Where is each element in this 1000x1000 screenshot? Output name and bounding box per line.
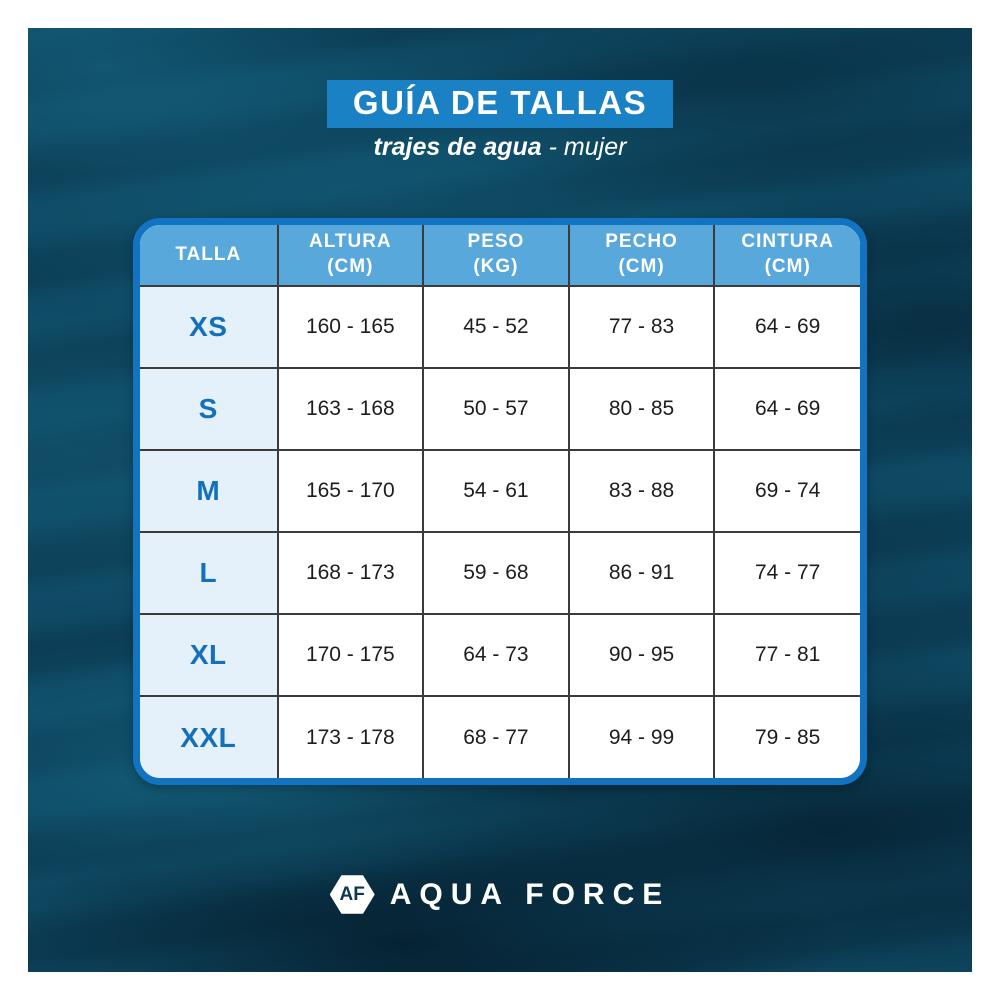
- cell-cintura: 74 - 77: [713, 531, 860, 614]
- header-unit: (CM): [618, 256, 665, 277]
- cell-cintura: 77 - 81: [713, 613, 860, 696]
- cell-peso: 50 - 57: [422, 367, 569, 450]
- cell-peso: 59 - 68: [422, 531, 569, 614]
- size-label: XL: [140, 613, 278, 696]
- cell-pecho: 83 - 88: [567, 449, 715, 532]
- cell-pecho: 86 - 91: [567, 531, 715, 614]
- header-label: TALLA: [175, 243, 242, 265]
- header-label: PECHO: [605, 231, 678, 253]
- cell-peso: 68 - 77: [422, 695, 569, 778]
- logo-monogram: AF: [339, 883, 365, 905]
- cell-altura: 160 - 165: [276, 285, 424, 368]
- header-unit: (KG): [473, 256, 519, 277]
- size-label: M: [140, 449, 278, 532]
- ocean-background: GUÍA DE TALLAS trajes de agua - mujer TA…: [28, 28, 972, 972]
- table-row-s: S 163 - 168 50 - 57 80 - 85 64 - 69: [140, 367, 860, 450]
- column-header-peso: PESO (KG): [422, 225, 569, 286]
- subtitle-gender: - mujer: [548, 133, 627, 161]
- cell-peso: 64 - 73: [422, 613, 569, 696]
- cell-cintura: 64 - 69: [713, 367, 860, 450]
- brand-name: AQUA FORCE: [389, 877, 671, 911]
- title-block: GUÍA DE TALLAS trajes de agua - mujer: [28, 80, 972, 162]
- header-label: ALTURA: [308, 231, 392, 253]
- cell-cintura: 64 - 69: [713, 285, 860, 368]
- column-header-cintura: CINTURA (CM): [713, 225, 860, 286]
- cell-altura: 165 - 170: [276, 449, 424, 532]
- size-label: XXL: [140, 695, 278, 778]
- cell-altura: 163 - 168: [276, 367, 424, 450]
- size-label: XS: [140, 285, 278, 368]
- column-header-altura: ALTURA (CM): [276, 225, 424, 286]
- table-row-xs: XS 160 - 165 45 - 52 77 - 83 64 - 69: [140, 285, 860, 368]
- title-banner: GUÍA DE TALLAS: [326, 80, 674, 128]
- page-subtitle: trajes de agua - mujer: [28, 133, 972, 162]
- size-guide-table: TALLA ALTURA (CM) PESO (KG) PECHO (CM): [133, 218, 867, 785]
- cell-altura: 170 - 175: [276, 613, 424, 696]
- cell-pecho: 80 - 85: [567, 367, 715, 450]
- cell-peso: 45 - 52: [422, 285, 569, 368]
- header-unit: (CM): [327, 256, 374, 277]
- cell-peso: 54 - 61: [422, 449, 569, 532]
- header-row: TALLA ALTURA (CM) PESO (KG) PECHO (CM): [140, 225, 860, 286]
- cell-cintura: 79 - 85: [713, 695, 860, 778]
- subtitle-product: trajes de agua: [373, 133, 542, 161]
- aqua-force-logo-icon: AF: [329, 875, 375, 914]
- size-label: L: [140, 531, 278, 614]
- cell-pecho: 90 - 95: [567, 613, 715, 696]
- cell-pecho: 77 - 83: [567, 285, 715, 368]
- page-title: GUÍA DE TALLAS: [352, 84, 648, 121]
- table-row-xl: XL 170 - 175 64 - 73 90 - 95 77 - 81: [140, 613, 860, 696]
- header-label: PESO: [467, 231, 525, 253]
- table-row-xxl: XXL 173 - 178 68 - 77 94 - 99 79 - 85: [140, 695, 860, 778]
- size-label: S: [140, 367, 278, 450]
- table-row-l: L 168 - 173 59 - 68 86 - 91 74 - 77: [140, 531, 860, 614]
- cell-altura: 168 - 173: [276, 531, 424, 614]
- header-unit: (CM): [764, 256, 811, 277]
- column-header-talla: TALLA: [140, 225, 278, 286]
- column-header-pecho: PECHO (CM): [567, 225, 715, 286]
- cell-cintura: 69 - 74: [713, 449, 860, 532]
- table-row-m: M 165 - 170 54 - 61 83 - 88 69 - 74: [140, 449, 860, 532]
- header-label: CINTURA: [741, 231, 834, 253]
- cell-altura: 173 - 178: [276, 695, 424, 778]
- brand-footer: AF AQUA FORCE: [28, 874, 972, 915]
- cell-pecho: 94 - 99: [567, 695, 715, 778]
